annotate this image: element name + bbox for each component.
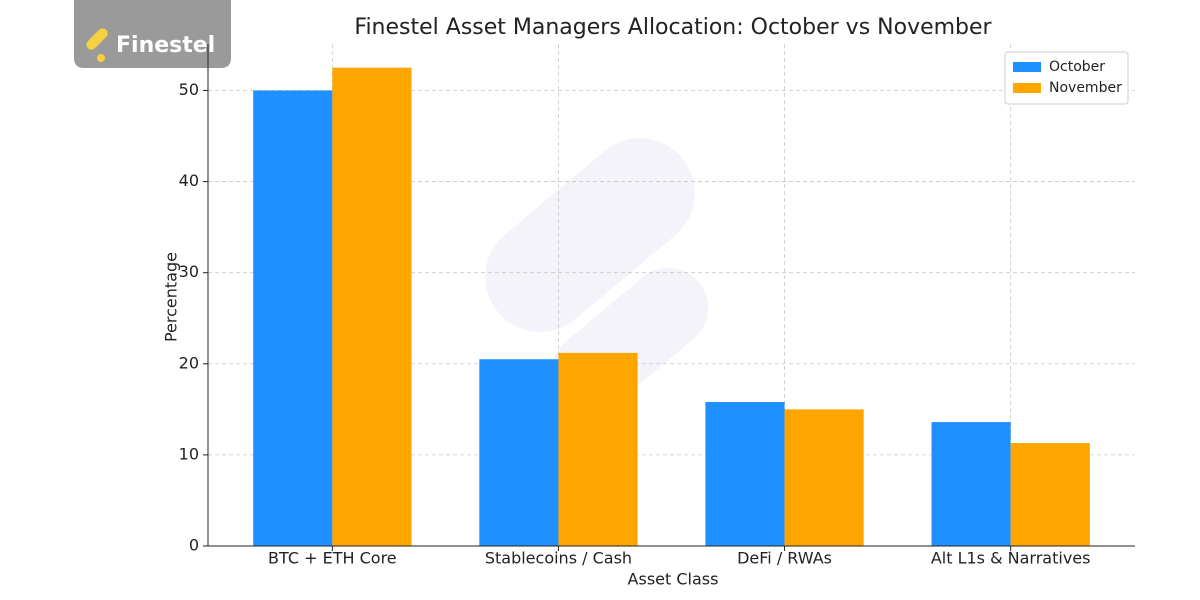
bar [705,402,785,546]
y-tick-label: 50 [179,80,199,99]
y-tick-label: 0 [189,536,199,555]
legend-swatch [1013,62,1041,72]
bar [931,422,1011,546]
bar [332,67,412,547]
y-axis-label: Percentage [162,252,181,342]
bar [253,90,333,547]
x-tick-label: BTC + ETH Core [268,549,397,568]
y-tick-label: 40 [179,171,199,190]
x-tick-label: Alt L1s & Narratives [931,549,1091,568]
y-tick-label: 20 [179,353,199,372]
chart-title: Finestel Asset Managers Allocation: Octo… [354,15,992,40]
x-tick-label: Stablecoins / Cash [485,549,632,568]
logo-icon [97,54,105,62]
y-tick-label: 10 [179,444,199,463]
logo: Finestel [74,0,231,68]
bar [558,352,638,546]
logo-text: Finestel [116,33,215,58]
bar [784,409,864,546]
x-axis-label: Asset Class [628,570,719,589]
bar [479,359,559,546]
x-tick-label: DeFi / RWAs [737,549,832,568]
legend-swatch [1013,83,1041,93]
legend-label: November [1049,80,1122,96]
y-tick-label: 30 [179,262,199,281]
bar [1010,443,1090,546]
logo-icon [86,28,108,50]
logo-badge [74,0,231,68]
legend-label: October [1049,59,1105,75]
